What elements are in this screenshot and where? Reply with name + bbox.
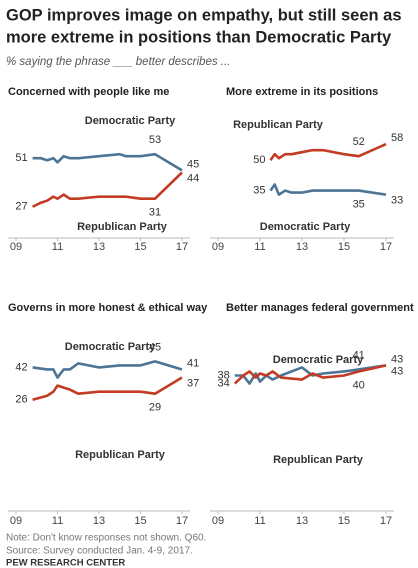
data-label: 50 xyxy=(253,154,265,166)
data-label: 42 xyxy=(15,361,27,373)
series-label: Democratic Party xyxy=(260,221,351,233)
data-label: 41 xyxy=(353,349,365,361)
x-tick-label: 11 xyxy=(254,515,265,527)
data-label: 45 xyxy=(149,341,161,353)
x-tick-label: 17 xyxy=(380,241,392,253)
data-label: 37 xyxy=(187,377,199,389)
data-label: 51 xyxy=(15,152,27,164)
data-label: 29 xyxy=(149,402,161,414)
series-label: Democratic Party xyxy=(85,115,176,127)
title: GOP improves image on empathy, but still… xyxy=(6,6,402,24)
data-label: 53 xyxy=(149,134,161,146)
x-tick-label: 13 xyxy=(93,241,105,253)
data-label: 35 xyxy=(353,198,365,210)
data-label: 34 xyxy=(218,378,230,390)
data-label: 44 xyxy=(187,172,199,184)
panel-title: Better manages federal government xyxy=(226,302,414,314)
series-label: Republican Party xyxy=(273,454,364,466)
series-label: Republican Party xyxy=(233,119,324,131)
panel-title: More extreme in its positions xyxy=(226,86,378,98)
series-line xyxy=(233,364,387,385)
x-tick-label: 11 xyxy=(254,241,265,253)
data-label: 40 xyxy=(353,379,365,391)
x-tick-label: 09 xyxy=(212,241,224,253)
x-tick-label: 13 xyxy=(93,515,105,527)
x-tick-label: 09 xyxy=(10,241,22,253)
x-tick-label: 09 xyxy=(212,515,224,527)
data-label: 43 xyxy=(391,365,403,377)
data-label: 27 xyxy=(15,201,27,213)
x-tick-label: 13 xyxy=(296,241,308,253)
series-label: Democratic Party xyxy=(273,354,364,366)
data-label: 52 xyxy=(353,136,365,148)
x-tick-label: 15 xyxy=(134,515,146,527)
series-line xyxy=(269,183,387,196)
panel-title: Governs in more honest & ethical way xyxy=(8,302,208,314)
x-tick-label: 17 xyxy=(176,515,188,527)
x-tick-label: 13 xyxy=(296,515,308,527)
x-tick-label: 11 xyxy=(52,515,63,527)
x-tick-label: 09 xyxy=(10,515,22,527)
series-line xyxy=(32,360,183,379)
x-tick-label: 11 xyxy=(52,241,63,253)
series-line xyxy=(234,364,387,385)
data-label: 41 xyxy=(187,357,199,369)
x-tick-label: 15 xyxy=(134,241,146,253)
series-line xyxy=(32,171,183,208)
data-label: 33 xyxy=(391,195,403,207)
data-label: 31 xyxy=(149,207,161,219)
series-line xyxy=(269,142,387,161)
series-label: Democratic Party xyxy=(65,341,156,353)
series-line xyxy=(32,152,183,172)
series-label: Republican Party xyxy=(75,449,166,461)
series-label: Republican Party xyxy=(77,221,168,233)
data-label: 35 xyxy=(253,184,265,196)
data-label: 43 xyxy=(391,353,403,365)
subtitle: % saying the phrase ___ better describes… xyxy=(6,56,230,68)
x-tick-label: 15 xyxy=(338,241,350,253)
data-label: 58 xyxy=(391,132,403,144)
data-label: 38 xyxy=(218,369,230,381)
data-label: 26 xyxy=(15,394,27,406)
x-tick-label: 15 xyxy=(338,515,350,527)
series-line xyxy=(32,376,183,402)
source: Source: Survey conducted Jan. 4-9, 2017. xyxy=(6,546,193,557)
data-label: 45 xyxy=(187,158,199,170)
note: Note: Don't know responses not shown. Q6… xyxy=(6,533,206,544)
x-tick-label: 17 xyxy=(380,515,392,527)
x-tick-label: 17 xyxy=(176,241,188,253)
credit: PEW RESEARCH CENTER xyxy=(6,558,125,568)
panel-title: Concerned with people like me xyxy=(8,86,169,98)
title: more extreme in positions than Democrati… xyxy=(6,28,392,46)
